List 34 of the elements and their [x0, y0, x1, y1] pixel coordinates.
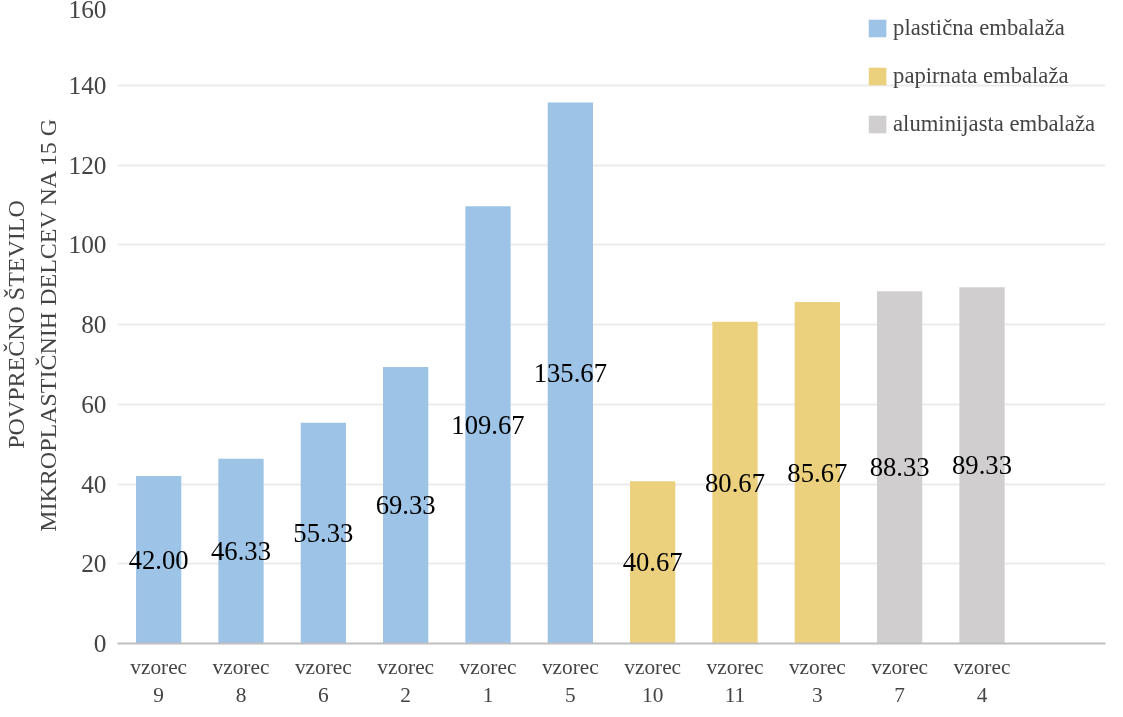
y-tick-label: 60	[81, 389, 107, 418]
x-tick-label: vzorec 9	[130, 654, 188, 708]
y-tick-label: 20	[81, 549, 107, 578]
x-tick-label: vzorec 11	[706, 654, 764, 708]
x-tick-label: vzorec 1	[459, 654, 517, 708]
y-tick-label: 120	[68, 150, 107, 179]
y-tick-label: 40	[81, 469, 107, 498]
data-label: 80.67	[705, 467, 765, 498]
x-tick-label: vzorec 7	[871, 654, 929, 708]
data-label: 40.67	[622, 547, 683, 578]
x-tick-label: vzorec 3	[788, 654, 846, 708]
legend-label: papirnata embalaža	[893, 63, 1069, 89]
data-label: 42.00	[128, 544, 189, 575]
x-tick-label: vzorec 4	[953, 654, 1011, 708]
x-tick-label: vzorec 6	[294, 654, 352, 708]
y-tick-label: 160	[68, 0, 107, 23]
x-tick-label: vzorec 10	[624, 654, 682, 708]
data-label: 109.67	[451, 409, 525, 440]
data-label: 46.33	[211, 536, 271, 567]
x-tick-label: vzorec 8	[212, 654, 270, 708]
data-label: 88.33	[869, 452, 930, 483]
y-tick-label: 80	[81, 310, 107, 338]
y-tick-label: 0	[93, 629, 107, 657]
legend-label: plastična embalaža	[893, 15, 1065, 41]
data-label: 55.33	[293, 518, 354, 549]
y-tick-label: 100	[68, 230, 107, 259]
data-label: 69.33	[375, 490, 436, 521]
data-label: 89.33	[952, 450, 1012, 481]
y-axis-title: POVPREČNO ŠTEVILO MIKROPLASTIČNIH DELCEV NA 15 G	[3, 118, 61, 532]
y-tick-label: 140	[68, 70, 107, 99]
legend-label: aluminijasta embalaža	[893, 111, 1095, 137]
x-tick-label: vzorec 5	[541, 654, 599, 708]
data-label: 135.67	[533, 358, 607, 389]
x-tick-label: vzorec 2	[377, 654, 435, 708]
